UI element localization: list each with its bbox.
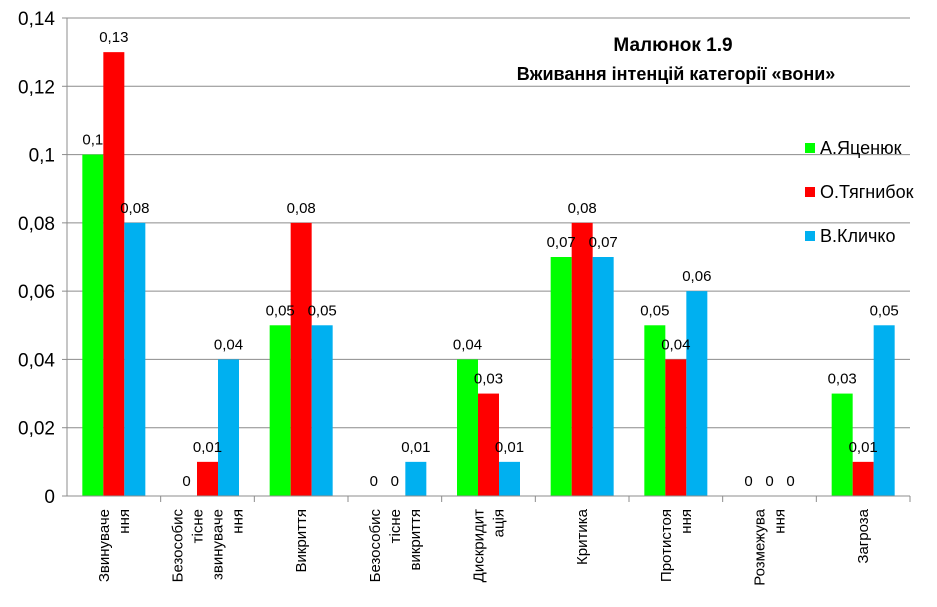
data-label: 0,05	[266, 302, 295, 319]
x-tick-label: Розмежува ння	[752, 508, 789, 585]
data-label: 0	[744, 473, 752, 490]
x-tick-label-line: Протистоя	[658, 509, 675, 582]
legend: А.Яценюк О.Тягнибок В.Кличко	[805, 138, 914, 246]
x-tick-label-line: Викриття	[293, 509, 310, 573]
data-label: 0	[786, 473, 794, 490]
bar	[644, 325, 666, 496]
bar	[311, 325, 333, 496]
bar	[550, 257, 572, 496]
legend-swatch	[805, 231, 815, 241]
bars	[82, 52, 895, 497]
data-label: 0	[391, 473, 399, 490]
bar	[269, 325, 291, 496]
x-tick-label-line: ння	[772, 509, 789, 534]
bar	[457, 359, 478, 496]
bar	[478, 393, 499, 496]
chart-title: Малюнок 1.9	[613, 35, 732, 56]
x-tick-label-line: Безособис	[367, 509, 384, 583]
bar	[82, 154, 104, 497]
bar	[665, 359, 687, 496]
x-tick-label: Критика	[574, 508, 591, 565]
bar	[405, 461, 427, 496]
x-tick-label-line: Дискридит	[471, 509, 488, 582]
data-label: 0,07	[589, 234, 618, 251]
x-tick-label-line: ація	[491, 509, 508, 537]
y-tick-label: 0,08	[18, 214, 55, 235]
data-label: 0	[370, 473, 378, 490]
data-label: 0,05	[870, 302, 899, 319]
x-tick-label: Протистоя ння	[658, 509, 695, 582]
legend-label: В.Кличко	[820, 226, 896, 246]
x-tick-label: Загроза	[855, 508, 872, 563]
x-tick-label-line: Звинуваче	[96, 509, 113, 582]
data-label: 0,04	[453, 336, 482, 353]
x-tick-label: Звинуваче ння	[96, 509, 133, 582]
data-label: 0,03	[828, 371, 857, 388]
data-label: 0,05	[640, 302, 669, 319]
y-tick-label: 0,06	[18, 282, 55, 303]
data-label: 0,01	[495, 439, 524, 456]
bar	[103, 52, 125, 497]
data-label: 0,01	[193, 439, 222, 456]
bar	[571, 222, 593, 496]
legend-swatch	[805, 143, 815, 153]
x-tick-label-line: Загроза	[855, 508, 872, 563]
data-label: 0,04	[214, 336, 243, 353]
y-tick-label: 0,14	[18, 9, 55, 30]
legend-label: О.Тягнибок	[820, 182, 914, 202]
y-tick-label: 0	[44, 487, 55, 508]
bar	[873, 325, 895, 496]
bar	[290, 222, 312, 496]
data-label: 0	[765, 473, 773, 490]
bar	[218, 359, 239, 496]
x-tick-label-line: звинуваче	[210, 509, 227, 580]
data-label: 0,08	[287, 200, 316, 217]
bar	[852, 461, 874, 496]
y-tick-label: 0,12	[18, 77, 55, 98]
data-label: 0,01	[401, 439, 430, 456]
data-label: 0,06	[682, 268, 711, 285]
chart-subtitle: Вживання інтенцій категорії «вони»	[517, 64, 836, 84]
chart-title-group: Малюнок 1.9 Вживання інтенцій категорії …	[517, 35, 836, 84]
x-tick-label-line: викриття	[407, 509, 424, 571]
data-label: 0,08	[120, 200, 149, 217]
bar	[686, 291, 708, 496]
x-tick-label-line: ння	[678, 509, 695, 534]
x-tick-label: Дискридит ація	[471, 509, 508, 582]
data-label: 0,1	[82, 132, 103, 149]
x-tick-label-line: Безособис	[170, 509, 187, 583]
x-axis: Звинуваче ння Безособис тісне звинуваче ння Ви…	[67, 495, 911, 586]
x-tick-label-line: Розмежува	[752, 508, 769, 585]
bar	[499, 461, 520, 496]
x-tick-label: Безособис тісне викриття	[367, 509, 424, 583]
x-tick-label-line: ння	[116, 509, 133, 534]
bar	[197, 461, 218, 496]
x-tick-label-line: ння	[230, 509, 247, 534]
bar	[831, 393, 853, 496]
data-label: 0	[182, 473, 190, 490]
y-tick-label: 0,1	[29, 146, 55, 167]
x-tick-label-line: тісне	[190, 509, 207, 543]
legend-swatch	[805, 187, 815, 197]
bar	[592, 257, 614, 496]
data-label: 0,03	[474, 371, 503, 388]
bar	[124, 222, 146, 496]
gridlines	[67, 17, 910, 429]
data-label: 0,04	[661, 336, 690, 353]
x-tick-label: Викриття	[293, 509, 310, 573]
legend-label: А.Яценюк	[820, 138, 902, 158]
y-tick-label: 0,02	[18, 419, 55, 440]
x-tick-label: Безособис тісне звинуваче ння	[170, 509, 247, 583]
data-label: 0,01	[849, 439, 878, 456]
data-label: 0,13	[99, 29, 128, 46]
data-label: 0,07	[547, 234, 576, 251]
x-tick-label-line: тісне	[387, 509, 404, 543]
data-label: 0,08	[568, 200, 597, 217]
y-tick-label: 0,04	[18, 350, 55, 371]
data-label: 0,05	[308, 302, 337, 319]
x-tick-label-line: Критика	[574, 508, 591, 565]
y-axis: 0 0,02 0,04 0,06 0,08 0,1 0,12 0,14	[18, 9, 68, 508]
